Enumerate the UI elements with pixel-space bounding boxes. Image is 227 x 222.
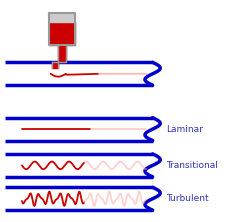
Polygon shape [52, 62, 58, 68]
Polygon shape [49, 13, 75, 22]
Text: Transitional: Transitional [166, 161, 218, 170]
Polygon shape [58, 45, 66, 62]
Text: Turbulent: Turbulent [166, 194, 209, 203]
Text: Laminar: Laminar [166, 125, 203, 134]
Polygon shape [49, 22, 75, 45]
